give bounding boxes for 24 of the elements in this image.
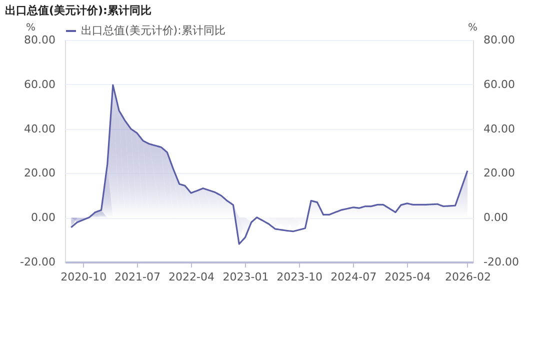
x-tick-label: 2023-10 — [276, 270, 323, 284]
text: 出口总值(美元计价):累计同比 — [81, 24, 226, 37]
y-tick-label: 60.00 — [24, 78, 56, 91]
x-tick-label: 2021-07 — [114, 270, 160, 284]
y2-tick-label: -20.00 — [484, 256, 519, 268]
chart-title: 出口总值(美元计价):累计同比 — [5, 4, 152, 17]
y-tick-label: 80.00 — [24, 34, 56, 46]
y2-tick-label: 0.00 — [484, 211, 508, 224]
y-tick-label: 20.00 — [24, 166, 56, 180]
y-tick-label: 0.00 — [31, 211, 56, 224]
y2-tick-label: 40.00 — [484, 122, 515, 136]
y2-tick-label: 20.00 — [484, 166, 515, 180]
x-tick-label: 2025-04 — [384, 270, 431, 284]
y2-tick-label: 80.00 — [484, 34, 515, 46]
x-tick-label: 2023-01 — [222, 270, 269, 284]
y2-tick-label: 60.00 — [484, 78, 515, 91]
x-tick-label: 2024-07 — [330, 270, 377, 284]
x-tick-label: 2022-04 — [168, 270, 214, 284]
y-tick-label: -20.00 — [20, 256, 56, 268]
x-tick-label: 2020-10 — [60, 270, 107, 284]
y-tick-label: 40.00 — [24, 122, 56, 136]
y2-axis-title: % — [468, 22, 478, 34]
y-axis-title: % — [26, 22, 36, 34]
x-tick-label: 2026-02 — [444, 270, 491, 284]
